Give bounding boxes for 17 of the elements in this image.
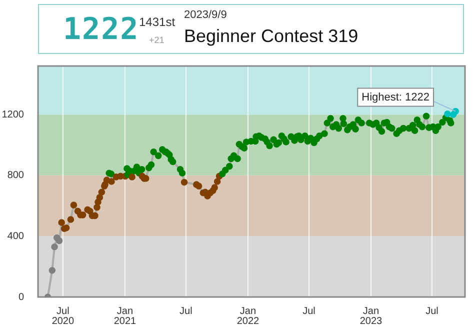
- x-tick-label: Jul: [426, 306, 438, 317]
- text: Beginner Contest 319: [184, 26, 358, 47]
- x-tick-label: Jul: [302, 306, 316, 317]
- x-tick-label: Jan 2022: [236, 306, 260, 327]
- y-tick-label: 400: [7, 230, 24, 242]
- text: 1222: [63, 12, 140, 47]
- annotation: Highest: 1222: [362, 91, 430, 104]
- x-tick-label: Jan 2021: [114, 306, 137, 327]
- y-tick-label: 0: [18, 292, 24, 303]
- text: 1431st: [139, 15, 176, 29]
- x-tick-label: Jul 2020: [52, 306, 74, 327]
- x-tick-label: Jan 2023: [360, 306, 383, 327]
- x-tick-label: Jul: [180, 306, 192, 317]
- text: +21: [149, 35, 164, 45]
- y-tick-label: 1200: [2, 109, 24, 120]
- y-tick-label: 800: [7, 170, 24, 182]
- text: 2023/9/9: [184, 9, 227, 21]
